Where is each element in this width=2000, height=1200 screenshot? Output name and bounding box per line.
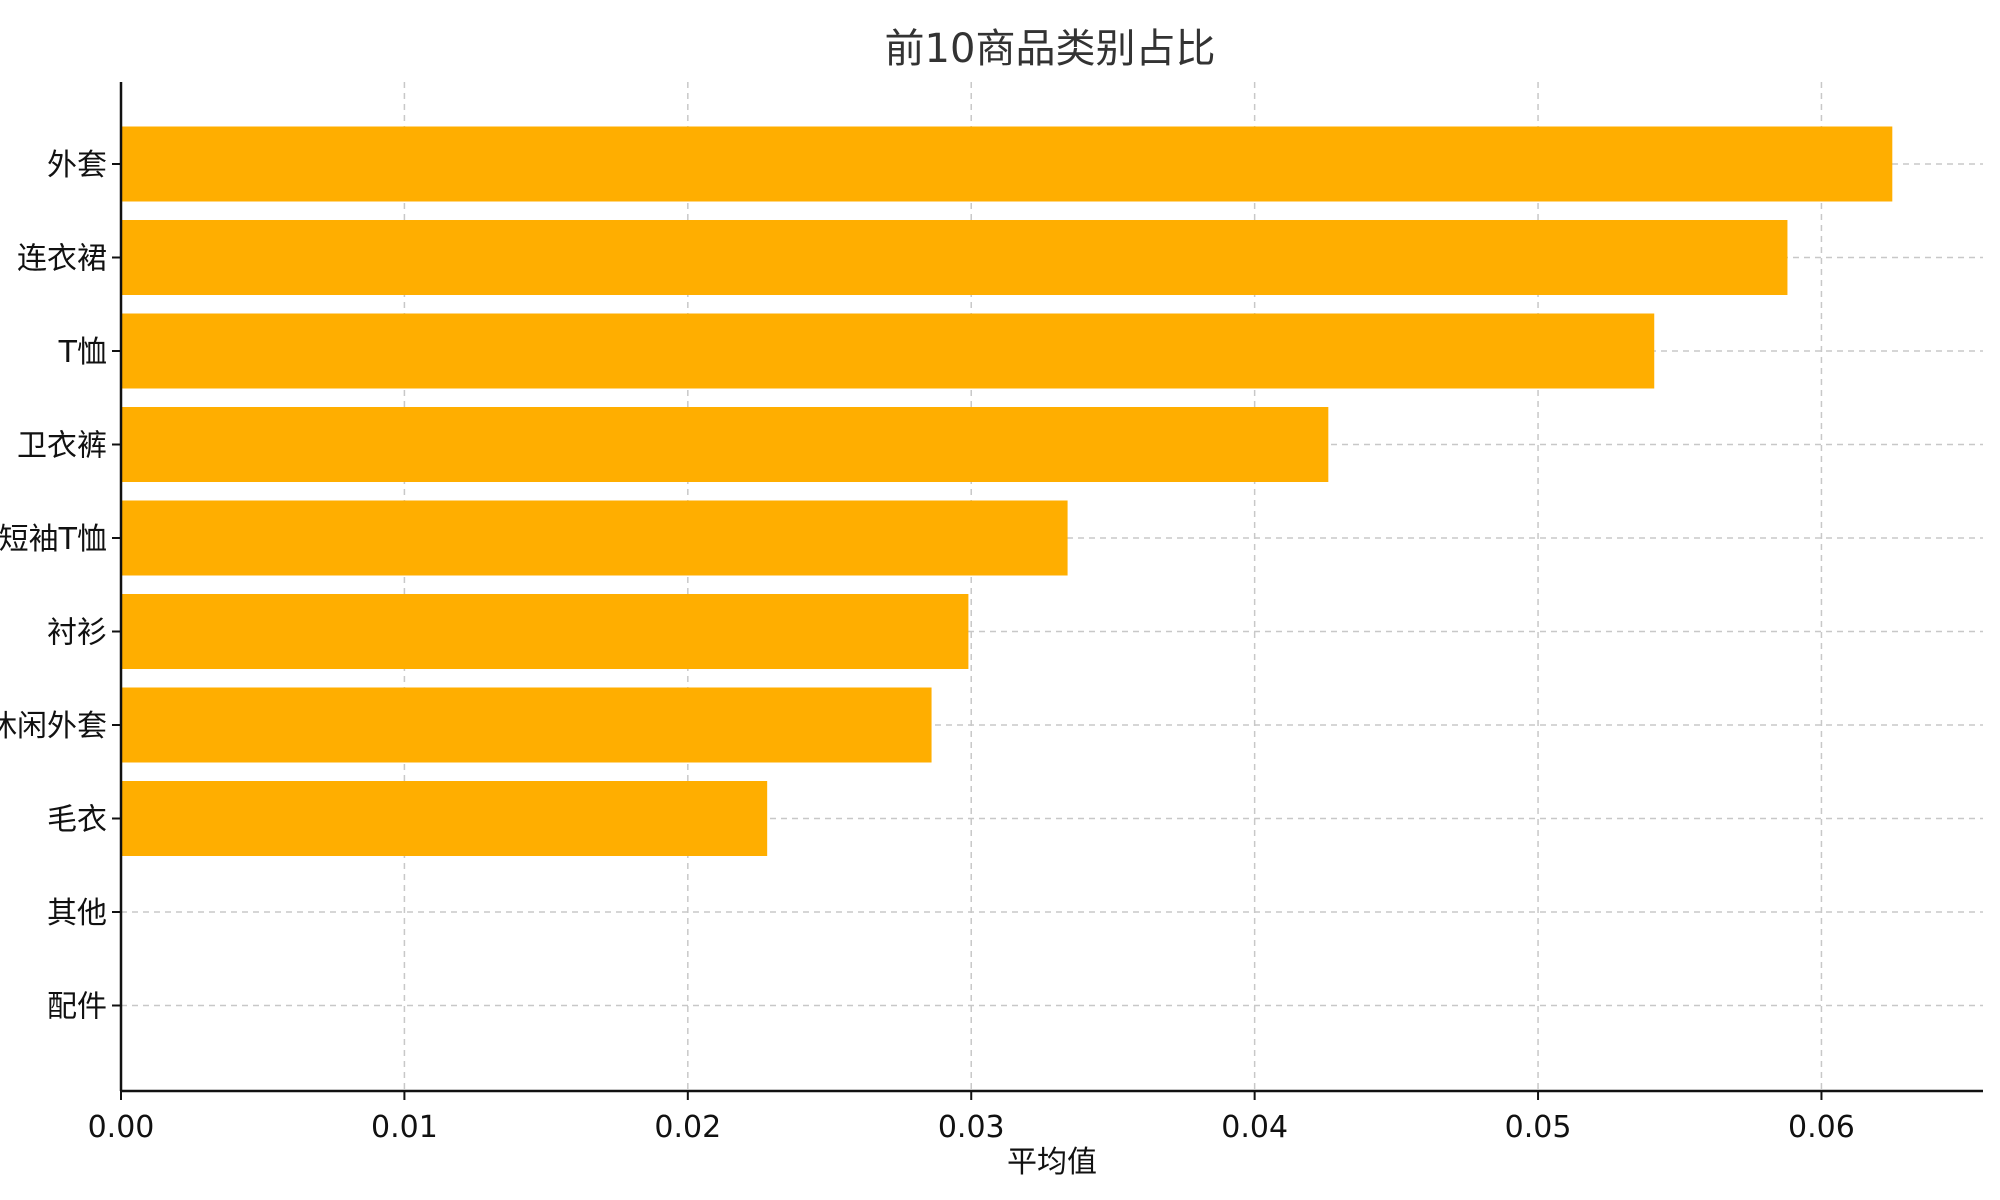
bar [121,407,1329,482]
bars [121,126,1893,856]
y-tick-label: 毛衣 [47,803,107,838]
y-tick-label: 短袖T恤 [0,522,107,557]
y-tick-label: T恤 [58,335,107,370]
y-tick-label: 休闲外套 [0,709,107,744]
x-tick-label: 0.04 [1221,1110,1288,1145]
bar [121,500,1068,576]
y-tick-label: 配件 [47,990,107,1025]
x-tick-label: 0.03 [938,1110,1005,1145]
x-tick-label: 0.01 [371,1110,438,1145]
bar [121,126,1893,202]
x-axis-label: 平均值 [1007,1145,1097,1180]
bar [121,313,1655,389]
x-tick-label: 0.06 [1788,1110,1855,1145]
chart-title: 前10商品类别占比 [885,26,1216,72]
y-tick-label: 其他 [47,896,107,931]
bar [121,687,932,763]
bar [121,781,768,856]
x-tick-label: 0.00 [88,1110,155,1145]
y-tick-label: 连衣裙 [17,242,107,277]
y-tick-label: 衬衫 [47,616,107,651]
y-tick-label: 外套 [47,148,107,183]
y-tick-label: 卫衣裤 [17,429,107,464]
x-tick-label: 0.02 [654,1110,721,1145]
bar [121,220,1788,295]
x-tick-label: 0.05 [1505,1110,1572,1145]
bar [121,594,969,669]
